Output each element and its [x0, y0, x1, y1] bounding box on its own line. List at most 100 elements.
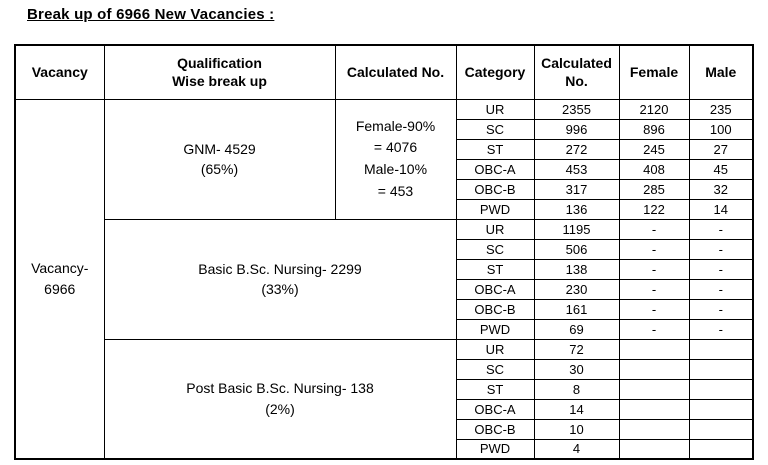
- male-cell: 32: [688, 178, 754, 200]
- table-row: Post Basic B.Sc. Nursing- 138 (2%) UR 72: [15, 338, 754, 460]
- table-row: OBC-B 317 285 32: [15, 178, 754, 200]
- female-cell: [618, 378, 690, 400]
- header-qualification-line2: Wise break up: [172, 73, 267, 90]
- male-cell: [688, 398, 754, 420]
- header-calculated-no-2-line1: Calculated: [541, 55, 612, 72]
- header-vacancy: Vacancy: [14, 44, 105, 100]
- category-cell: ST: [455, 258, 535, 280]
- category-cell: ST: [455, 138, 535, 160]
- female-cell: -: [618, 278, 690, 300]
- calculated-no-cell: 996: [533, 118, 620, 140]
- qualification-basic-line1: Basic B.Sc. Nursing- 2299: [198, 260, 362, 277]
- table-row: Basic B.Sc. Nursing- 2299 (33%) UR 1195 …: [15, 218, 754, 340]
- male-cell: -: [688, 258, 754, 280]
- table-row: PWD 136 122 14: [15, 198, 754, 220]
- male-cell: -: [688, 318, 754, 340]
- category-cell: SC: [455, 358, 535, 380]
- calc-breakup-line2: = 4076: [373, 139, 418, 156]
- qualification-post-basic-line2: (2%): [265, 400, 295, 417]
- qualification-basic-line2: (33%): [261, 281, 299, 297]
- calc-breakup-line1: Female-90%: [355, 117, 436, 134]
- qualification-post-basic-line1: Post Basic B.Sc. Nursing- 138: [186, 380, 374, 397]
- male-cell: 14: [688, 198, 754, 220]
- header-calculated-no-2: Calculated No.: [533, 44, 620, 100]
- calculated-no-cell: 8: [533, 378, 620, 400]
- calculated-breakup-cell: Female-90% = 4076 Male-10% = 453: [334, 98, 457, 220]
- calculated-no-cell: 14: [533, 398, 620, 420]
- female-cell: [618, 438, 690, 460]
- calculated-no-cell: 1195: [533, 218, 620, 240]
- table-row: PWD 4: [15, 438, 754, 460]
- female-cell: -: [618, 318, 690, 340]
- female-cell: 2120: [618, 98, 690, 120]
- female-cell: -: [618, 238, 690, 260]
- vacancy-line1: Vacancy-: [31, 260, 89, 277]
- header-category: Category: [455, 44, 535, 100]
- calculated-no-cell: 2355: [533, 98, 620, 120]
- category-cell: PWD: [455, 438, 535, 460]
- male-cell: 235: [688, 98, 754, 120]
- category-cell: OBC-B: [455, 178, 535, 200]
- male-cell: -: [688, 238, 754, 260]
- calculated-no-cell: 136: [533, 198, 620, 220]
- table-row: SC 506 - -: [15, 238, 754, 260]
- category-cell: UR: [455, 218, 535, 240]
- table-row: OBC-A 14: [15, 398, 754, 420]
- male-cell: -: [688, 278, 754, 300]
- qualification-gnm-line2: (65%): [200, 161, 239, 177]
- female-cell: 408: [618, 158, 690, 180]
- qualification-cell-gnm: GNM- 4529 (65%): [103, 98, 336, 220]
- category-cell: SC: [455, 238, 535, 260]
- male-cell: 100: [688, 118, 754, 140]
- male-cell: [688, 378, 754, 400]
- female-cell: [618, 338, 690, 360]
- female-cell: 245: [618, 138, 690, 160]
- calculated-no-cell: 30: [533, 358, 620, 380]
- female-cell: 122: [618, 198, 690, 220]
- table-row: OBC-B 10: [15, 418, 754, 440]
- female-cell: [618, 358, 690, 380]
- calculated-no-cell: 272: [533, 138, 620, 160]
- category-cell: ST: [455, 378, 535, 400]
- calculated-no-cell: 138: [533, 258, 620, 280]
- male-cell: 27: [688, 138, 754, 160]
- female-cell: [618, 418, 690, 440]
- calculated-no-cell: 4: [533, 438, 620, 460]
- header-calculated-no-2-line2: No.: [565, 73, 588, 90]
- female-cell: 285: [618, 178, 690, 200]
- calculated-no-cell: 69: [533, 318, 620, 340]
- header-female: Female: [618, 44, 690, 100]
- category-cell: UR: [455, 98, 535, 120]
- female-cell: 896: [618, 118, 690, 140]
- qualification-cell-post-basic: Post Basic B.Sc. Nursing- 138 (2%): [103, 338, 457, 460]
- category-cell: OBC-A: [455, 158, 535, 180]
- calculated-no-cell: 317: [533, 178, 620, 200]
- category-cell: OBC-A: [455, 398, 535, 420]
- calculated-no-cell: 453: [533, 158, 620, 180]
- qualification-cell-basic-bsc: Basic B.Sc. Nursing- 2299 (33%): [103, 218, 457, 340]
- calc-breakup-line4: = 453: [377, 182, 414, 199]
- header-qualification: Qualification Wise break up: [103, 44, 336, 100]
- vacancy-cell: Vacancy- 6966: [14, 98, 105, 460]
- category-cell: OBC-B: [455, 298, 535, 320]
- table-row: Vacancy- 6966 GNM- 4529 (65%) Female-90%…: [14, 98, 754, 460]
- male-cell: [688, 418, 754, 440]
- category-cell: SC: [455, 118, 535, 140]
- male-cell: [688, 438, 754, 460]
- male-cell: [688, 338, 754, 360]
- header-calculated-no: Calculated No.: [334, 44, 457, 100]
- category-cell: OBC-B: [455, 418, 535, 440]
- vacancies-table: Vacancy Qualification Wise break up Calc…: [14, 44, 754, 460]
- calculated-no-cell: 10: [533, 418, 620, 440]
- table-row: OBC-A 230 - -: [15, 278, 754, 300]
- calculated-no-cell: 161: [533, 298, 620, 320]
- category-cell: UR: [455, 338, 535, 360]
- header-row: Vacancy Qualification Wise break up Calc…: [14, 44, 754, 100]
- female-cell: -: [618, 218, 690, 240]
- calculated-no-cell: 506: [533, 238, 620, 260]
- header-qualification-line1: Qualification: [177, 55, 262, 72]
- header-male: Male: [688, 44, 754, 100]
- calculated-no-cell: 230: [533, 278, 620, 300]
- female-cell: -: [618, 258, 690, 280]
- male-cell: -: [688, 298, 754, 320]
